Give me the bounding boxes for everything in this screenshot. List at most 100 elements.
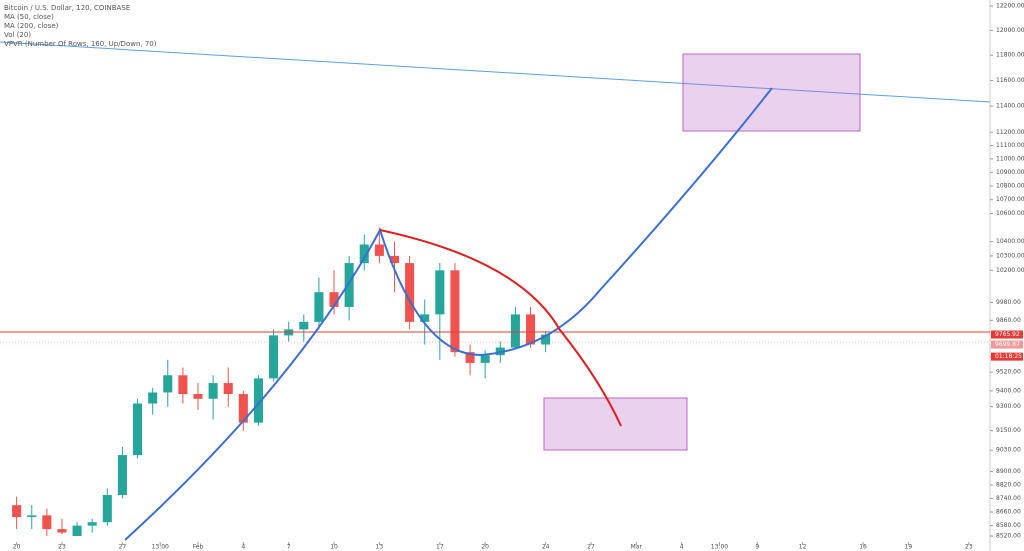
candle-body (12, 505, 22, 518)
candle-body (57, 529, 67, 533)
x-tick-label: 13:00 (711, 544, 728, 551)
candle-body (374, 244, 384, 256)
candle-body (299, 321, 309, 330)
y-tick-label: 11400.00 (996, 103, 1024, 110)
y-tick-label: 9400.00 (996, 387, 1021, 394)
x-tick-label: 27 (119, 544, 127, 551)
x-tick-label: 12 (799, 544, 807, 551)
y-tick-label: 11000.00 (996, 155, 1024, 162)
y-tick-label: 9520.00 (996, 369, 1021, 376)
candles (12, 227, 551, 536)
candle-body (238, 394, 248, 423)
candle-body (480, 355, 490, 363)
candle-body (465, 352, 475, 363)
price-tag (991, 352, 1023, 361)
x-tick-label: 20 (13, 544, 21, 551)
y-tick-label: 9980.00 (996, 299, 1021, 306)
indicator-label: MA (50, close) (4, 13, 54, 21)
x-tick-label: Feb (193, 544, 204, 551)
indicator-label: Vol (20) (4, 31, 31, 39)
candle-body (269, 335, 279, 379)
x-tick-label: 13:00 (152, 544, 169, 551)
y-tick-label: 10300.00 (996, 252, 1024, 259)
y-tick-label: 8580.00 (996, 522, 1021, 529)
y-tick-label: 10400.00 (996, 238, 1024, 245)
price-tag (991, 340, 1023, 349)
x-tick-label: 24 (542, 544, 550, 551)
projection-curve (379, 229, 622, 427)
chart-title: Bitcoin / U.S. Dollar, 120, COINBASE (4, 4, 130, 12)
target-box (682, 53, 861, 132)
x-tick-label: 4 (680, 544, 684, 551)
x-tick-label: 10 (330, 544, 338, 551)
y-tick-label: 8660.00 (996, 508, 1021, 515)
x-tick-label: 17 (436, 544, 444, 551)
x-tick-label: 16 (859, 544, 867, 551)
candle-body (450, 270, 460, 353)
y-tick-label: 10800.00 (996, 182, 1024, 189)
candle-body (359, 244, 369, 264)
target-box (543, 397, 688, 451)
x-tick-label: 9 (755, 544, 759, 551)
candle-body (510, 314, 520, 348)
candle-body (253, 378, 263, 423)
y-tick-label: 12200.00 (996, 3, 1024, 10)
projection-curve (124, 87, 773, 541)
price-tag (991, 330, 1023, 339)
candle-body (72, 525, 82, 536)
candle-body (208, 383, 218, 399)
y-tick-label: 11200.00 (996, 129, 1024, 136)
y-tick-label: 8520.00 (996, 533, 1021, 540)
candle-body (102, 494, 112, 523)
y-tick-label: 8740.00 (996, 495, 1021, 502)
candle-body (148, 392, 158, 404)
candle-body (193, 394, 203, 399)
candle-body (541, 334, 551, 345)
y-tick-label: 9150.00 (996, 427, 1021, 434)
candle-body (344, 263, 354, 307)
y-tick-label: 9300.00 (996, 403, 1021, 410)
candle-body (314, 292, 324, 322)
indicator-label: VPVR (Number Of Rows, 160, Up/Down, 70) (4, 40, 157, 48)
y-tick-label: 8900.00 (996, 468, 1021, 475)
y-tick-label: 11100.00 (996, 142, 1024, 149)
y-tick-label: 10600.00 (996, 210, 1024, 217)
y-tick-label: 11600.00 (996, 77, 1024, 84)
x-tick-label: 19 (905, 544, 913, 551)
candle-body (27, 515, 37, 518)
candle-body (223, 383, 233, 395)
x-tick-label: 4 (241, 544, 245, 551)
y-tick-label: 11800.00 (996, 52, 1024, 59)
x-tick-label: 7 (287, 544, 291, 551)
candle-body (435, 270, 445, 315)
x-tick-label: Mar (631, 544, 643, 551)
x-tick-label: 27 (587, 544, 595, 551)
trend-line (0, 41, 991, 103)
price-tag-label: 9765.92 (995, 331, 1020, 338)
candle-body (405, 263, 415, 322)
candle-body (329, 292, 339, 307)
x-tick-label: 23 (58, 544, 66, 551)
candle-body (163, 375, 173, 393)
y-tick-label: 8820.00 (996, 481, 1021, 488)
x-tick-label: 20 (481, 544, 489, 551)
candle-body (42, 515, 52, 530)
candle-body (133, 403, 143, 456)
indicator-label: MA (200, close) (4, 22, 59, 30)
y-tick-label: 9860.00 (996, 317, 1021, 324)
x-tick-label: 23 (965, 544, 973, 551)
candle-body (87, 522, 97, 526)
y-tick-label: 10900.00 (996, 169, 1024, 176)
price-tag-label: 9699.87 (995, 341, 1020, 348)
candle-body (117, 455, 127, 495)
x-tick-label: 13 (376, 544, 384, 551)
y-tick-label: 12000.00 (996, 27, 1024, 34)
y-tick-label: 10200.00 (996, 267, 1024, 274)
candle-body (525, 314, 536, 345)
candle-body (178, 375, 188, 395)
candle-body (420, 314, 430, 322)
y-tick-label: 9030.00 (996, 447, 1021, 454)
y-tick-label: 10700.00 (996, 196, 1024, 203)
candle-body (389, 255, 400, 264)
